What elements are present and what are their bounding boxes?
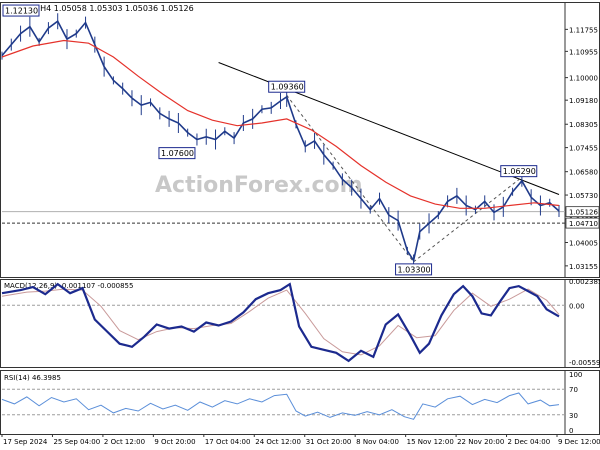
- time-axis: 17 Sep 2024 25 Sep 04:00 2 Oct 12:00 9 Oct …: [1, 434, 600, 446]
- price-annotation-box: [158, 147, 196, 160]
- y-tick-label: 1.11755: [569, 26, 598, 34]
- price-annotation-label: 1.03300: [398, 265, 431, 274]
- price-tag-label: 1.04710: [569, 220, 598, 228]
- macd-panel: MACD(12,26,9) -0.001107 -0.000855 0.00238…: [1, 278, 600, 367]
- x-tick-label: 2 Oct 12:00: [104, 438, 145, 446]
- macd-y-tick: 0.00: [569, 302, 585, 310]
- price-annotation-box: [500, 165, 538, 178]
- x-tick-label: 17 Oct 04:00: [205, 438, 251, 446]
- fib-line: [413, 179, 520, 263]
- price-panel: ActionForex.com EURUSD,H4 1.05058 1.05303…: [1, 4, 600, 276]
- y-tick-label: 1.10000: [569, 75, 598, 83]
- rsi-line: [1, 392, 560, 420]
- x-tick-label: 9 Dec 12:00: [558, 438, 600, 446]
- price-annotation-box: [395, 263, 433, 276]
- rsi-y-tick: 0: [569, 427, 573, 435]
- x-tick-label: 8 Nov 04:00: [356, 438, 399, 446]
- rsi-y-tick: 70: [569, 386, 578, 394]
- macd-y-tick: 0.002385: [569, 278, 600, 286]
- y-tick-label: 1.08305: [569, 121, 598, 129]
- macd-y-tick: -0.005594: [569, 359, 600, 367]
- x-tick-label: 24 Oct 12:00: [255, 438, 301, 446]
- y-tick-label: 1.03155: [569, 263, 598, 271]
- rsi-frame: [0, 370, 600, 435]
- x-tick-label: 9 Oct 20:00: [154, 438, 195, 446]
- rsi-panel: RSI(14) 46.3985 100 70 30 0: [1, 371, 582, 435]
- y-tick-label: 1.06580: [569, 169, 598, 177]
- moving-average-line: [1, 39, 560, 209]
- macd-signal-line: [1, 288, 560, 356]
- chart-title: EURUSD,H4 1.05058 1.05303 1.05036 1.0512…: [4, 4, 194, 13]
- panel-frames: [0, 2, 600, 435]
- fib-line: [286, 94, 414, 263]
- x-tick-label: 25 Sep 04:00: [53, 438, 100, 446]
- price-tag: [565, 206, 600, 218]
- y-tick-label: 1.04005: [569, 239, 598, 247]
- macd-frame: [0, 279, 600, 368]
- rsi-y-tick: 30: [569, 412, 578, 420]
- price-annotation-box: [268, 80, 306, 93]
- y-tick-label: 1.10955: [569, 48, 598, 56]
- x-tick-label: 2 Dec 04:00: [508, 438, 551, 446]
- rsi-y-tick: 100: [569, 371, 582, 379]
- x-tick-label: 22 Nov 20:00: [457, 438, 504, 446]
- y-tick-label: 1.05730: [569, 192, 598, 200]
- price-annotation-label: 1.09360: [271, 83, 304, 92]
- price-tag-label: 1.05126: [569, 209, 598, 217]
- macd-title: MACD(12,26,9) -0.001107 -0.000855: [4, 282, 133, 290]
- y-tick-label: 1.07455: [569, 145, 598, 153]
- x-tick-label: 17 Sep 2024: [3, 438, 48, 446]
- rsi-title: RSI(14) 46.3985: [4, 374, 61, 382]
- price-line: [1, 19, 560, 263]
- price-annotation-box: [2, 4, 40, 17]
- y-tick-label: 1.09180: [569, 97, 598, 105]
- price-annotation-label: 1.12130: [5, 7, 38, 16]
- price-annotation-label: 1.07600: [161, 149, 194, 158]
- x-tick-label: 15 Nov 12:00: [407, 438, 454, 446]
- price-tag: [565, 217, 600, 229]
- watermark: ActionForex.com: [155, 173, 363, 198]
- macd-line: [1, 282, 560, 363]
- x-tick-label: 31 Oct 20:00: [306, 438, 352, 446]
- price-annotation-label: 1.06290: [503, 167, 536, 176]
